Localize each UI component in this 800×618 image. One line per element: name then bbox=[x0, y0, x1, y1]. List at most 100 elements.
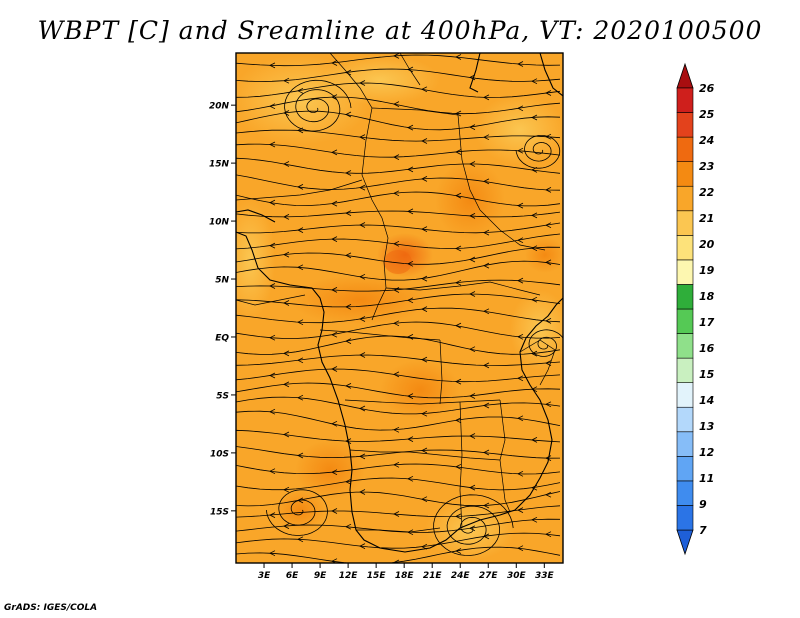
streamline bbox=[236, 279, 561, 292]
stream-arrow bbox=[421, 275, 428, 282]
stream-arrow bbox=[283, 300, 290, 306]
lon-label: 18E bbox=[395, 571, 415, 581]
stream-arrow bbox=[345, 69, 352, 76]
map-frame bbox=[235, 52, 564, 564]
lon-label: 9E bbox=[314, 571, 327, 581]
colorbar-box bbox=[676, 87, 694, 113]
streamline bbox=[236, 354, 561, 367]
streamline bbox=[236, 233, 561, 250]
stream-arrow bbox=[297, 394, 304, 401]
stream-arrow bbox=[331, 236, 338, 242]
streamline bbox=[236, 246, 561, 265]
colorbar-label: 14 bbox=[699, 394, 714, 407]
stream-arrow bbox=[359, 543, 366, 549]
stream-arrow bbox=[517, 375, 524, 382]
stream-arrow bbox=[407, 166, 414, 173]
stream-arrow bbox=[359, 184, 366, 191]
stream-arrow bbox=[359, 273, 366, 280]
stream-arrow bbox=[407, 436, 414, 442]
colorbar-label: 17 bbox=[699, 316, 715, 329]
lat-label: 10S bbox=[210, 449, 229, 459]
lat-label: 5N bbox=[215, 276, 229, 286]
stream-arrow bbox=[483, 449, 490, 456]
stream-arrow bbox=[269, 408, 276, 415]
streamline bbox=[266, 489, 328, 536]
streamline bbox=[236, 446, 561, 459]
stream-arrow bbox=[483, 229, 490, 236]
stream-arrow bbox=[345, 338, 352, 344]
country-borders bbox=[236, 53, 556, 533]
lon-label: 12E bbox=[339, 571, 359, 581]
map-axes: 20N 15N 10N 5N EQ 5S 10S 15S 3E 6E 9E 12E 15E 18E 21E 2… bbox=[209, 102, 555, 581]
colorbar-box bbox=[676, 112, 694, 138]
stream-arrow bbox=[517, 415, 524, 422]
stream-arrow bbox=[545, 90, 552, 96]
stream-arrow bbox=[483, 94, 490, 101]
streamline bbox=[528, 329, 563, 357]
stream-arrow bbox=[455, 513, 462, 520]
stream-arrow bbox=[469, 291, 476, 297]
stream-arrow bbox=[531, 78, 538, 85]
stream-arrow bbox=[393, 461, 400, 468]
stream-arrow bbox=[283, 523, 290, 529]
colorbar-label: 15 bbox=[699, 368, 715, 381]
lon-label: 27E bbox=[479, 571, 499, 581]
streamline bbox=[236, 82, 561, 98]
stream-arrow bbox=[269, 334, 276, 341]
colorbar-label: 23 bbox=[699, 160, 715, 173]
stream-arrow bbox=[469, 213, 476, 219]
stream-arrow bbox=[283, 251, 290, 258]
lon-label: 24E bbox=[451, 571, 471, 581]
lat-label: EQ bbox=[215, 333, 229, 343]
stream-arrow bbox=[283, 161, 290, 167]
stream-arrow bbox=[393, 511, 400, 517]
stream-arrow bbox=[455, 463, 462, 470]
stream-arrow bbox=[545, 401, 552, 408]
colorbar-box bbox=[676, 284, 694, 310]
colorbar-box bbox=[676, 308, 694, 334]
stream-arrow bbox=[455, 417, 462, 424]
colorbar-label: 21 bbox=[699, 212, 714, 225]
streamline bbox=[236, 382, 561, 399]
stream-arrow bbox=[407, 393, 414, 399]
streamline bbox=[236, 191, 561, 207]
colorbar-box bbox=[676, 431, 694, 457]
stream-arrow bbox=[483, 134, 490, 141]
stream-arrow bbox=[421, 496, 428, 503]
stream-arrow bbox=[469, 346, 476, 353]
colorbar-label: 24 bbox=[699, 134, 714, 147]
colorbar-box bbox=[676, 406, 694, 433]
colorbar-max-arrow bbox=[676, 62, 694, 89]
stream-arrow bbox=[483, 502, 490, 509]
stream-arrow bbox=[455, 548, 462, 554]
stream-arrow bbox=[359, 489, 366, 495]
stream-arrow bbox=[407, 124, 414, 131]
stream-arrow bbox=[469, 393, 476, 399]
stream-arrow bbox=[469, 256, 476, 263]
streamlines bbox=[236, 53, 563, 563]
streamline bbox=[236, 143, 561, 158]
stream-arrow bbox=[531, 212, 538, 219]
stream-arrow bbox=[269, 199, 276, 206]
stream-arrow bbox=[483, 402, 490, 409]
streamline bbox=[236, 222, 561, 234]
stream-arrow bbox=[483, 262, 490, 269]
streamline bbox=[236, 174, 561, 191]
lon-label: 21E bbox=[423, 571, 443, 581]
stream-arrow bbox=[455, 322, 462, 329]
colorbar-box bbox=[676, 505, 694, 531]
stream-arrow bbox=[407, 208, 414, 215]
stream-arrow bbox=[469, 433, 476, 439]
stream-arrow bbox=[269, 62, 276, 69]
stream-arrow bbox=[545, 491, 552, 498]
stream-arrow bbox=[421, 356, 428, 363]
colorbar-box bbox=[676, 456, 694, 482]
lon-label: 6E bbox=[286, 571, 299, 581]
colorbar-box bbox=[676, 480, 694, 506]
stream-arrow bbox=[393, 154, 400, 160]
streamline bbox=[236, 463, 561, 475]
streamline bbox=[236, 307, 561, 324]
stream-arrow bbox=[407, 66, 414, 73]
stream-arrow bbox=[531, 350, 538, 357]
